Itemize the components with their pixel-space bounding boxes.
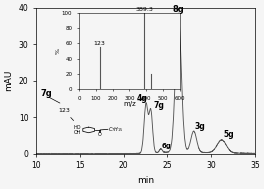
Text: $C_7H_{15}$: $C_7H_{15}$ <box>109 125 124 134</box>
Text: 5g: 5g <box>223 130 234 139</box>
Text: 6g: 6g <box>162 143 172 149</box>
Text: 7g: 7g <box>40 89 52 98</box>
Text: HO: HO <box>74 125 81 130</box>
Y-axis label: mAU: mAU <box>4 70 13 91</box>
Text: 4g: 4g <box>137 94 147 103</box>
Text: 8g: 8g <box>172 5 184 14</box>
Y-axis label: %: % <box>55 48 60 54</box>
Text: 389.3: 389.3 <box>135 7 153 12</box>
Text: 123: 123 <box>94 41 106 46</box>
Text: O: O <box>98 132 102 137</box>
X-axis label: min: min <box>137 176 154 185</box>
Text: 3g: 3g <box>195 122 205 131</box>
Text: 7g: 7g <box>153 101 164 110</box>
X-axis label: m/z: m/z <box>123 101 136 108</box>
Text: OH: OH <box>74 130 81 135</box>
Text: 123: 123 <box>58 108 74 121</box>
